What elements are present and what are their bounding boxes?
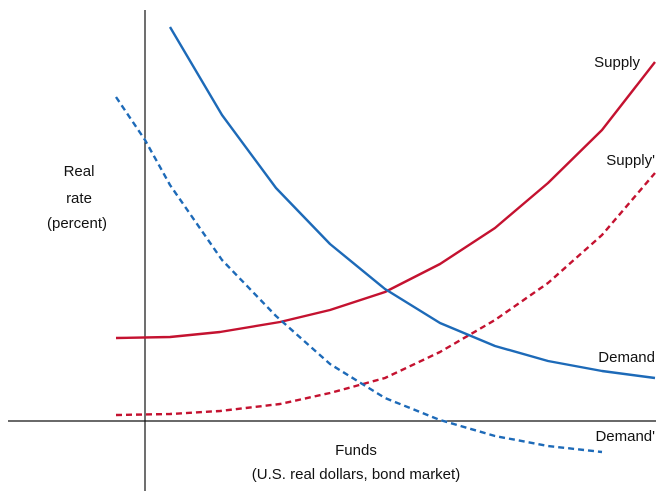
- supply-curve: [115, 61, 656, 340]
- demand-shifted-curve: [115, 96, 603, 454]
- curve-label: Supply: [594, 54, 640, 71]
- x-axis-label: Funds: [335, 442, 377, 459]
- curve-label: Demand': [595, 428, 655, 445]
- curve-label: Supply': [606, 152, 655, 169]
- y-axis-label: Real: [64, 163, 95, 180]
- x-axis-label: (U.S. real dollars, bond market): [252, 466, 460, 483]
- supply-shifted-curve: [115, 172, 656, 417]
- demand-curve: [168, 26, 656, 380]
- y-axis-label: (percent): [47, 215, 107, 232]
- curve-label: Demand: [598, 349, 655, 366]
- y-axis-label: rate: [66, 190, 92, 207]
